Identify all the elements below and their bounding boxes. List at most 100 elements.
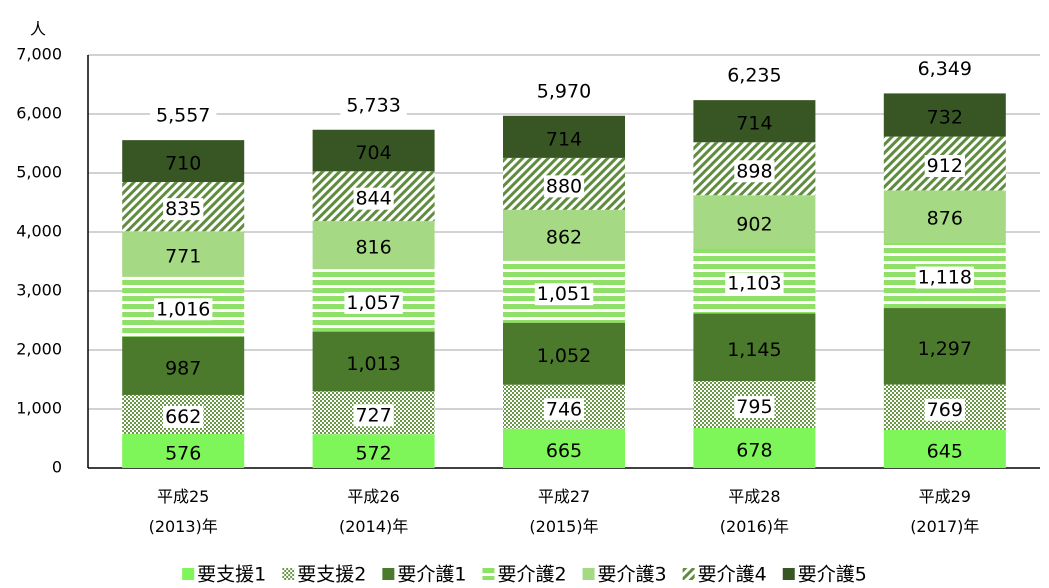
data-label: 902 (736, 213, 772, 235)
bar-segment (503, 115, 625, 158)
bar-segment (312, 434, 435, 468)
data-label-bg (725, 272, 784, 295)
data-label-bg (353, 187, 394, 210)
bar-segment (122, 231, 245, 277)
data-label: 576 (165, 443, 201, 465)
bar-segment (693, 427, 816, 468)
data-label: 662 (165, 406, 201, 428)
x-tick-label: 平成29 (2017)年 (910, 487, 979, 536)
data-label: 572 (355, 443, 391, 465)
total-label-bg (530, 80, 598, 103)
data-label-bg (153, 298, 213, 321)
x-tick-label: 平成26 (2014)年 (339, 487, 408, 536)
data-label-bg (543, 175, 585, 198)
data-label: 1,051 (537, 283, 591, 305)
bar-segment (883, 308, 1006, 385)
legend-swatch (182, 568, 195, 580)
data-label: 769 (927, 399, 963, 421)
x-tick-label: 平成25 (2013)年 (149, 487, 218, 536)
data-label: 704 (355, 142, 391, 164)
legend-label: 要介護5 (798, 564, 867, 586)
y-tick-label: 7,000 (16, 45, 62, 64)
data-label-bg (734, 160, 775, 183)
data-label: 795 (736, 396, 772, 418)
legend-label: 要介護2 (497, 564, 566, 586)
bar-segment (312, 221, 435, 270)
total-label: 5,557 (156, 105, 210, 127)
bar-segment (122, 336, 245, 395)
total-label: 5,970 (537, 80, 591, 102)
y-tick-label: 6,000 (16, 104, 62, 123)
data-label-bg (534, 283, 594, 306)
data-label: 880 (546, 175, 582, 197)
data-label: 678 (736, 439, 772, 461)
data-label: 714 (546, 128, 582, 150)
bar-segment (693, 100, 816, 143)
data-label: 714 (736, 113, 772, 135)
data-label: 876 (927, 208, 963, 230)
legend-swatch (582, 568, 595, 580)
legend: 要支援1 要支援2 要介護1 要介護2 要介護3 要介護4 要介護5 (182, 564, 867, 586)
data-label-bg (924, 398, 965, 421)
data-label: 665 (546, 440, 582, 462)
legend-label: 要介護1 (397, 564, 466, 586)
data-label: 746 (546, 398, 582, 420)
data-label-bg (734, 396, 775, 419)
data-label: 710 (165, 153, 201, 175)
total-label: 5,733 (346, 94, 400, 116)
bar-segment (693, 195, 816, 249)
data-label: 987 (165, 357, 201, 379)
x-tick-label: 平成28 (2016)年 (720, 487, 789, 536)
data-label: 727 (355, 404, 391, 426)
data-label: 1,057 (346, 292, 400, 314)
data-label: 645 (927, 440, 963, 462)
data-label: 1,016 (156, 298, 210, 320)
data-label: 1,118 (918, 267, 972, 289)
data-label: 1,013 (346, 353, 400, 375)
y-unit: 人 (30, 20, 46, 39)
data-label: 732 (927, 107, 963, 129)
data-label: 1,103 (727, 272, 781, 294)
bar-segment (503, 428, 625, 468)
legend-swatch (482, 568, 495, 580)
legend-label: 要介護3 (598, 564, 667, 586)
y-tick-label: 3,000 (16, 281, 62, 300)
bar-segment (503, 322, 625, 385)
total-label-bg (149, 104, 217, 127)
data-label: 844 (355, 188, 391, 210)
data-label: 898 (736, 160, 772, 182)
bar-segment (122, 434, 245, 468)
data-label-bg (924, 155, 965, 178)
legend-swatch (782, 568, 795, 580)
bar-segment (312, 331, 435, 392)
y-tick-label: 0 (52, 458, 62, 477)
data-label: 912 (927, 155, 963, 177)
data-label-bg (163, 405, 204, 428)
data-label: 1,145 (727, 339, 781, 361)
data-label-bg (344, 291, 403, 314)
legend-swatch (682, 568, 695, 580)
bar-segment (883, 93, 1006, 137)
bar-segment (122, 140, 245, 183)
bar-segment (883, 429, 1006, 468)
y-tick-label: 5,000 (16, 163, 62, 182)
data-label: 1,052 (537, 345, 591, 367)
data-label: 771 (165, 246, 201, 268)
total-label-bg (911, 57, 979, 80)
data-label-bg (915, 266, 975, 289)
legend-label: 要支援1 (197, 564, 266, 586)
data-label-bg (163, 198, 204, 221)
data-label: 816 (355, 237, 391, 259)
bar-segment (312, 129, 435, 172)
legend-label: 要支援2 (297, 564, 366, 586)
bar-segment (883, 190, 1006, 243)
y-tick-label: 2,000 (16, 340, 62, 359)
total-label-bg (340, 94, 407, 117)
y-tick-label: 4,000 (16, 222, 62, 241)
total-label: 6,235 (727, 65, 781, 87)
legend-label: 要介護4 (698, 564, 767, 586)
bar-segment (503, 209, 625, 261)
data-label: 835 (165, 198, 201, 220)
total-label: 6,349 (918, 58, 972, 80)
